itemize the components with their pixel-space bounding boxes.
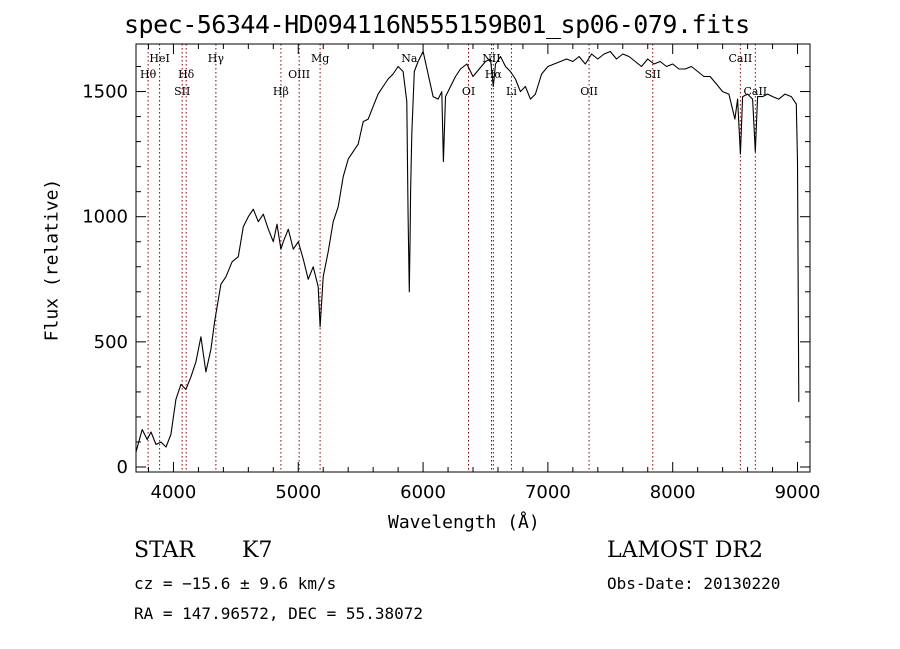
spectrum-line: [135, 50, 800, 453]
redshift-text: cz = −15.6 ± 9.6 km/s: [134, 574, 337, 593]
x-axis-label: Wavelength (Å): [388, 512, 540, 533]
line-annotation: SII: [645, 68, 661, 81]
y-tick-label: 1500: [82, 82, 128, 103]
object-subclass: K7: [242, 538, 273, 563]
x-tick-label: 7000: [525, 482, 571, 503]
line-annotation: CaII: [729, 52, 753, 65]
line-annotation: Na: [401, 52, 418, 65]
line-annotation: Mg: [311, 52, 329, 65]
line-annotation: OIII: [288, 68, 310, 81]
line-annotation: Hθ: [140, 68, 157, 81]
line-annotation: HeI: [149, 52, 169, 65]
x-tick-label: 8000: [650, 482, 696, 503]
x-tick-label: 5000: [275, 482, 321, 503]
line-annotation: CaII: [743, 85, 767, 98]
line-annotation: SII: [174, 85, 190, 98]
line-annotation: Hγ: [208, 52, 225, 65]
line-annotation: OII: [580, 85, 598, 98]
line-annotation: Hα: [485, 68, 503, 81]
line-annotation: Hδ: [178, 68, 195, 81]
x-tick-label: 9000: [775, 482, 821, 503]
y-axis-label: Flux (relative): [41, 178, 63, 342]
coordinates: RA = 147.96572, DEC = 55.38072: [134, 604, 423, 623]
y-tick-label: 500: [94, 332, 128, 353]
line-annotation: Hβ: [273, 85, 289, 98]
line-annotation: NII: [482, 52, 500, 65]
line-annotation: OI: [462, 85, 475, 98]
survey-name: LAMOST DR2: [607, 538, 763, 563]
object-class: STAR: [134, 538, 195, 563]
obs-date: Obs-Date: 20130220: [607, 574, 781, 593]
y-tick-label: 0: [117, 457, 128, 478]
x-tick-label: 6000: [400, 482, 446, 503]
line-annotation: Li: [506, 85, 517, 98]
chart-title: spec-56344-HD094116N555159B01_sp06-079.f…: [124, 10, 750, 39]
x-tick-label: 4000: [151, 482, 197, 503]
y-tick-label: 1000: [82, 207, 128, 228]
